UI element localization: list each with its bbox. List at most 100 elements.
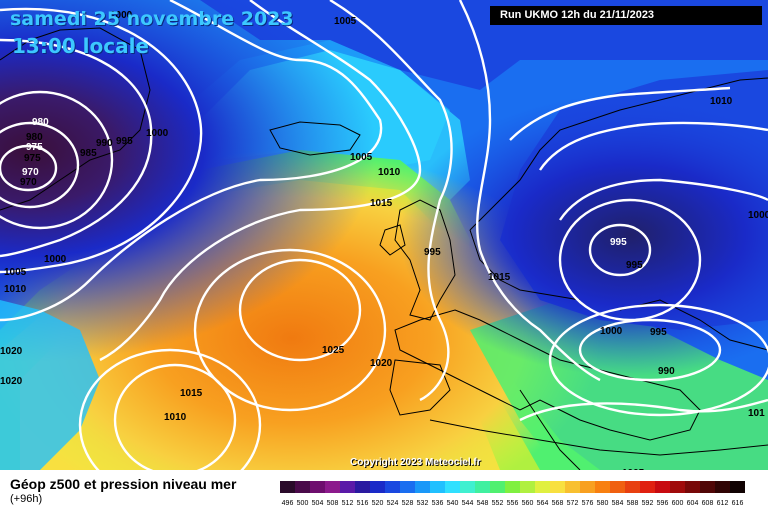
- legend-title: Géop z500 et pression niveau mer: [10, 476, 237, 492]
- isobar-label: 1010: [378, 167, 401, 178]
- isobar-label: 995: [626, 260, 643, 271]
- scale-label: 592: [642, 500, 654, 507]
- isobar-label: 985: [80, 148, 97, 159]
- scale-swatch: [460, 481, 475, 493]
- scale-label: 540: [447, 500, 459, 507]
- isobar-label: 1015: [180, 388, 203, 399]
- svg-text:975: 975: [26, 142, 43, 153]
- scale-label: 568: [552, 500, 564, 507]
- scale-swatch: [715, 481, 730, 493]
- scale-label: 572: [567, 500, 579, 507]
- scale-label: 528: [402, 500, 414, 507]
- scale-label: 612: [717, 500, 729, 507]
- scale-swatch: [370, 481, 385, 493]
- scale-label: 520: [372, 500, 384, 507]
- scale-label: 548: [477, 500, 489, 507]
- isobar-label: 1005: [622, 468, 645, 470]
- isobar-label: 1005: [350, 152, 373, 163]
- scale-swatch: [580, 481, 595, 493]
- scale-swatch: [640, 481, 655, 493]
- isobar-label: 1010: [4, 284, 27, 295]
- isobar-label: 1025: [322, 345, 345, 356]
- scale-label: 508: [327, 500, 339, 507]
- scale-label: 560: [522, 500, 534, 507]
- run-info: Run UKMO 12h du 21/11/2023: [490, 6, 762, 25]
- isobar-label: 1000: [110, 10, 133, 21]
- scale-swatch: [385, 481, 400, 493]
- scale-swatch: [310, 481, 325, 493]
- scale-label: 596: [657, 500, 669, 507]
- scale-swatch: [445, 481, 460, 493]
- scale-label: 588: [627, 500, 639, 507]
- scale-swatch: [535, 481, 550, 493]
- isobar-label: 995: [424, 247, 441, 258]
- scale-label: 616: [732, 500, 744, 507]
- svg-text:970: 970: [22, 167, 39, 178]
- scale-swatch: [685, 481, 700, 493]
- isobar-label: 1015: [370, 198, 393, 209]
- isobar-label: 101: [748, 408, 765, 419]
- scale-swatch: [655, 481, 670, 493]
- geopotential-scale: 496 500 504 508 512 516 520 524 528 532 536 540 544 5…: [280, 481, 745, 507]
- map-time: 13:00 locale: [12, 34, 149, 58]
- isobar-label: 1010: [710, 96, 733, 107]
- isobar-label: 980: [26, 132, 43, 143]
- scale-label: 504: [312, 500, 324, 507]
- isobar-label: 1020: [0, 376, 23, 387]
- isobar-label: 1000: [146, 128, 169, 139]
- scale-swatch: [595, 481, 610, 493]
- isobar-label: 1005: [334, 16, 357, 27]
- legend-footer: Géop z500 et pression niveau mer (+96h) …: [0, 470, 768, 512]
- scale-swatch: [490, 481, 505, 493]
- scale-label: 552: [492, 500, 504, 507]
- isobar-label: 995: [116, 136, 133, 147]
- scale-swatch: [730, 481, 745, 493]
- scale-swatch: [520, 481, 535, 493]
- isobar-label: 975: [24, 153, 41, 164]
- isobar-label: 1000: [600, 326, 623, 337]
- scale-swatch: [625, 481, 640, 493]
- scale-label: 576: [582, 500, 594, 507]
- isobar-label: 1020: [370, 358, 393, 369]
- map-date: samedi 25 novembre 2023: [10, 8, 294, 30]
- scale-swatch: [355, 481, 370, 493]
- svg-text:980: 980: [32, 117, 49, 128]
- scale-swatch: [325, 481, 340, 493]
- isobar-label: 970: [20, 177, 37, 188]
- isobar-label: 990: [658, 366, 675, 377]
- scale-swatch: [475, 481, 490, 493]
- scale-swatch: [610, 481, 625, 493]
- svg-text:995: 995: [610, 237, 627, 248]
- scale-swatch: [415, 481, 430, 493]
- scale-swatch: [550, 481, 565, 493]
- scale-swatch: [565, 481, 580, 493]
- isobar-label: 1020: [0, 346, 23, 357]
- weather-map: 980 975 970 995 1000 1005 980 975 970 985 990 9…: [0, 0, 768, 470]
- isobar-label: 1010: [164, 412, 187, 423]
- scale-label: 608: [702, 500, 714, 507]
- scale-label: 524: [387, 500, 399, 507]
- scale-label: 604: [687, 500, 699, 507]
- scale-label: 532: [417, 500, 429, 507]
- scale-label: 600: [672, 500, 684, 507]
- scale-swatch: [505, 481, 520, 493]
- scale-label: 500: [297, 500, 309, 507]
- isobar-label: 1005: [4, 267, 27, 278]
- scale-label: 584: [612, 500, 624, 507]
- isobar-label: 1000: [748, 210, 768, 221]
- isobar-label: 995: [650, 327, 667, 338]
- scale-swatch: [670, 481, 685, 493]
- isobar-label: 1015: [488, 272, 511, 283]
- scale-swatch: [430, 481, 445, 493]
- scale-label: 544: [462, 500, 474, 507]
- scale-label: 564: [537, 500, 549, 507]
- scale-label: 556: [507, 500, 519, 507]
- scale-label: 536: [432, 500, 444, 507]
- scale-swatch: [400, 481, 415, 493]
- copyright: Copyright 2023 Meteociel.fr: [350, 457, 481, 468]
- scale-swatch: [340, 481, 355, 493]
- forecast-lead: (+96h): [10, 493, 43, 505]
- scale-swatch: [280, 481, 295, 493]
- scale-label: 516: [357, 500, 369, 507]
- isobar-label: 990: [96, 138, 113, 149]
